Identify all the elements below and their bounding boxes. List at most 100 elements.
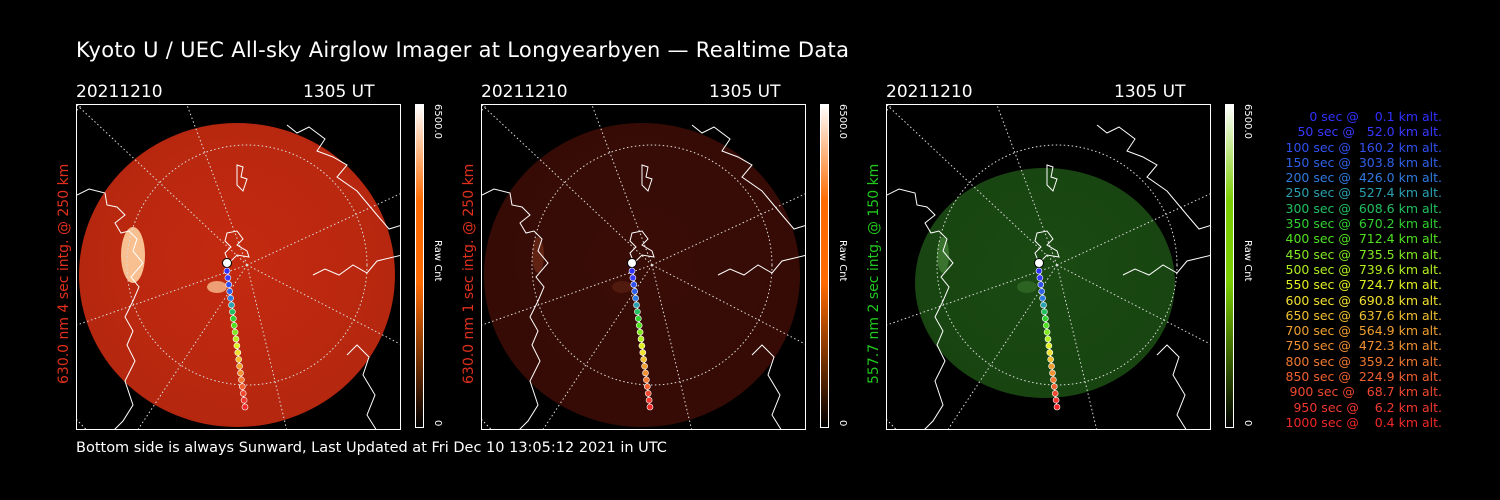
trajectory-dot xyxy=(234,349,242,356)
aurora-patch xyxy=(937,237,949,273)
panel-3-image xyxy=(886,104,1211,430)
trajectory-dot xyxy=(228,301,235,309)
panel-3-date: 20211210 xyxy=(886,82,973,102)
panel-2-ylabel: 630.0 nm 1 sec intg. @ 250 km xyxy=(461,163,477,384)
panel-2-colorbar xyxy=(820,104,829,428)
grid-line xyxy=(186,105,248,266)
coastline xyxy=(641,164,653,192)
trajectory-dot xyxy=(230,322,238,329)
panel-3-time: 1305 UT xyxy=(1114,82,1186,102)
legend-entry: 200 sec @ 426.0 km alt. xyxy=(1281,170,1443,186)
legend-entry: 450 sec @ 735.5 km alt. xyxy=(1281,246,1443,262)
panel-2-cbar-max: 6500.0 xyxy=(837,104,848,139)
legend-entry: 500 sec @ 739.6 km alt. xyxy=(1281,261,1443,277)
trajectory-dot xyxy=(1052,396,1060,404)
grid-line xyxy=(887,105,1058,266)
coastline xyxy=(1046,164,1058,192)
trajectory-dot xyxy=(628,267,636,275)
coastline xyxy=(691,124,805,230)
trajectory-dot xyxy=(1048,362,1055,370)
launch-point xyxy=(222,258,232,268)
trajectory-dot xyxy=(640,356,647,363)
aurora-patch xyxy=(612,281,632,293)
grid-line xyxy=(651,193,805,266)
legend-entry: 1000 sec @ 0.4 km alt. xyxy=(1285,414,1442,430)
panel-3-ylabel: 557.7 nm 2 sec intg. @ 150 km xyxy=(866,163,882,384)
panel-2-time: 1305 UT xyxy=(709,82,781,102)
trajectory-dot xyxy=(224,274,232,282)
trajectory-dot xyxy=(226,288,233,295)
trajectory-dot xyxy=(225,281,233,288)
legend-entry: 550 sec @ 724.7 km alt. xyxy=(1281,277,1443,293)
footer-note: Bottom side is always Sunward, Last Upda… xyxy=(76,440,667,456)
grid-line xyxy=(77,105,248,266)
grid-circle xyxy=(531,144,773,386)
legend-entry: 350 sec @ 670.2 km alt. xyxy=(1281,216,1443,232)
coastline xyxy=(1096,124,1210,230)
panel-1-date: 20211210 xyxy=(76,82,163,102)
grid-line xyxy=(1056,264,1098,429)
trajectory-dot xyxy=(236,362,243,370)
panel-1-colorbar xyxy=(415,104,424,428)
grid-line xyxy=(651,264,805,345)
legend-entry: 400 sec @ 712.4 km alt. xyxy=(1281,231,1443,247)
coastline xyxy=(629,230,655,264)
grid-line xyxy=(1056,193,1210,266)
page-title: Kyoto U / UEC All-sky Airglow Imager at … xyxy=(76,38,850,62)
trajectory-dot xyxy=(1047,356,1054,363)
grid-line xyxy=(246,193,400,266)
trajectory-dot xyxy=(239,383,246,390)
legend-entry: 750 sec @ 472.3 km alt. xyxy=(1281,338,1443,354)
grid-line xyxy=(1056,264,1210,345)
legend-entry: 250 sec @ 527.4 km alt. xyxy=(1281,185,1443,201)
trajectory-dot xyxy=(1053,403,1061,411)
legend-entry: 800 sec @ 359.2 km alt. xyxy=(1281,353,1443,369)
grid-line xyxy=(591,105,653,266)
trajectory-dot xyxy=(1042,322,1050,329)
panel-3-cbar-max: 6500.0 xyxy=(1242,104,1253,139)
trajectory-dot xyxy=(630,281,638,288)
legend-entry: 300 sec @ 608.6 km alt. xyxy=(1281,200,1443,216)
legend-entry: 0 sec @ 0.1 km alt. xyxy=(1297,109,1442,124)
panel-2-date: 20211210 xyxy=(481,82,568,102)
trajectory-dot xyxy=(1045,342,1053,350)
trajectory-dot xyxy=(1037,281,1045,288)
coastline xyxy=(887,188,954,429)
legend-entry: 650 sec @ 637.6 km alt. xyxy=(1281,307,1443,323)
panel-1-time: 1305 UT xyxy=(303,82,375,102)
trajectory-dot xyxy=(1042,315,1049,322)
coastline xyxy=(482,188,549,429)
launch-point xyxy=(1034,258,1044,268)
coastline xyxy=(346,344,377,429)
trajectory-dot xyxy=(636,328,644,336)
trajectory-dot xyxy=(1041,308,1048,316)
trajectory-dot xyxy=(1046,349,1054,356)
panel-1-ylabel: 630.0 nm 4 sec intg. @ 250 km xyxy=(56,163,72,384)
trajectory-dot xyxy=(235,356,242,363)
grid-line xyxy=(246,264,400,345)
trajectory-dot xyxy=(644,383,651,390)
trajectory-dot xyxy=(631,288,638,295)
altitude-legend: 0 sec @ 0.1 km alt. 50 sec @ 52.0 km alt… xyxy=(1270,109,1443,430)
panel-3-cbar-min: 0 xyxy=(1242,420,1253,427)
trajectory-dot xyxy=(1040,301,1047,309)
trajectory-dot xyxy=(1036,274,1044,282)
trajectory-dot xyxy=(223,267,231,275)
panel-1-cbar-label: Raw Cnt xyxy=(432,240,443,282)
grid-line xyxy=(996,105,1058,266)
trajectory-dot xyxy=(1038,288,1045,295)
trajectory-dot xyxy=(635,315,642,322)
trajectory-dot xyxy=(641,362,648,370)
coastline xyxy=(224,230,250,264)
sky-disk xyxy=(915,168,1175,398)
trajectory-dot xyxy=(645,396,653,404)
grid-circle xyxy=(126,144,368,386)
trajectory-dot xyxy=(642,369,649,377)
panel-1-image xyxy=(76,104,401,430)
trajectory-dot xyxy=(1049,369,1056,377)
trajectory-dot xyxy=(634,308,641,316)
trajectory-dot xyxy=(632,294,639,302)
trajectory-dot xyxy=(1035,267,1043,275)
legend-entry: 950 sec @ 6.2 km alt. xyxy=(1289,399,1442,415)
trajectory-dot xyxy=(643,376,650,384)
